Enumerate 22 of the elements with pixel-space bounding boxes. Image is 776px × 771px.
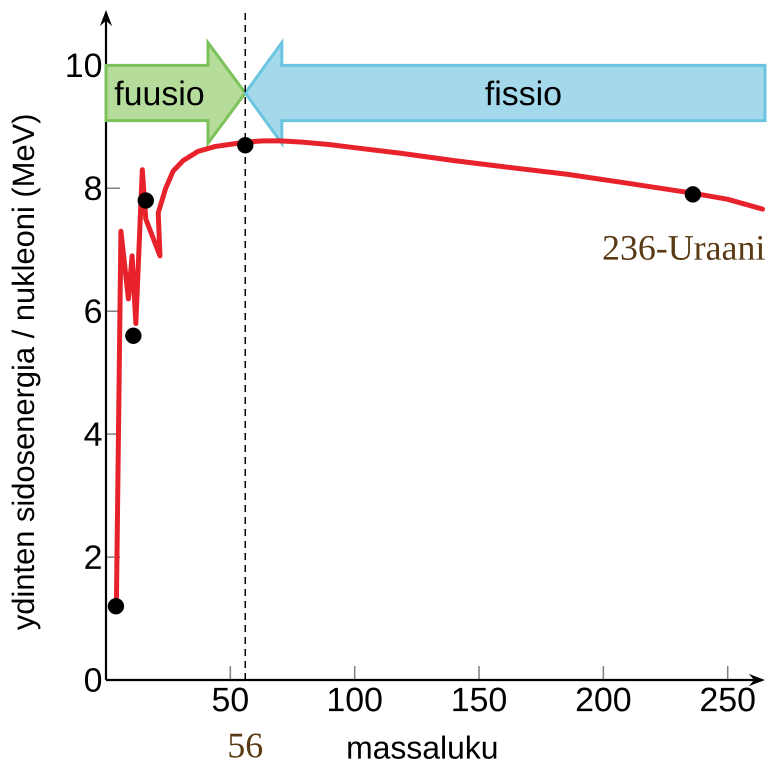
x-tick-label: 250 [701,688,755,712]
y-tick-label: 8 [85,176,102,200]
y-tick-label: 6 [85,299,101,324]
x-tick-label: 200 [576,688,630,712]
x-tick-label: 150 [453,688,506,712]
ref-line-label: 56 [229,734,262,758]
point [108,598,124,614]
y-tick-label: 0 [84,668,102,692]
point [237,137,254,154]
x-tick-label: 100 [329,688,382,712]
y-tick-label: 4 [84,422,102,446]
point [684,186,702,203]
annotation: 236-Uraani [604,236,765,260]
x-axis-title: massaluku [348,736,496,759]
point [138,192,154,209]
y-tick-label: 10 [67,53,102,78]
x-tick-label: 50 [212,688,248,712]
y-axis-title: ydinten sidosenergia / nukleoni (MeV) [12,115,40,630]
y-tick-label: 2 [85,545,101,569]
annotation: fissio [485,80,561,106]
point [125,328,142,344]
annotation: fuusio [114,80,204,106]
